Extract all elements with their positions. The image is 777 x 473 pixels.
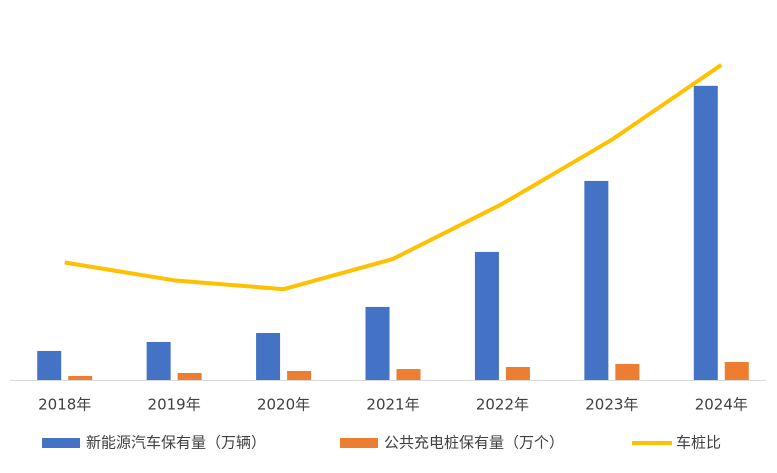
x-tick-label: 2022年	[476, 396, 529, 414]
legend-swatch	[340, 438, 378, 448]
bar	[584, 180, 609, 380]
x-tick-label: 2024年	[695, 396, 748, 414]
x-tick-label: 2023年	[585, 396, 638, 414]
bar	[396, 369, 421, 380]
bar	[693, 85, 718, 381]
x-tick-label: 2018年	[38, 396, 91, 414]
bar	[68, 375, 93, 380]
legend-swatch	[42, 438, 80, 448]
x-tick-label: 2019年	[148, 396, 201, 414]
bar	[177, 372, 202, 380]
bar	[615, 363, 640, 380]
x-tick-label: 2021年	[366, 396, 419, 414]
legend-label: 车桩比	[676, 434, 721, 452]
bar	[365, 306, 390, 380]
bar	[146, 341, 171, 380]
legend-label: 新能源汽车保有量（万辆）	[86, 434, 266, 452]
bar	[474, 251, 499, 380]
line	[64, 63, 723, 292]
bar	[256, 332, 281, 380]
x-tick-label: 2020年	[257, 396, 310, 414]
bar	[37, 350, 62, 380]
bar	[287, 371, 312, 380]
bar	[724, 362, 749, 380]
bar	[505, 366, 530, 380]
legend-label: 公共充电桩保有量（万个）	[384, 434, 564, 452]
